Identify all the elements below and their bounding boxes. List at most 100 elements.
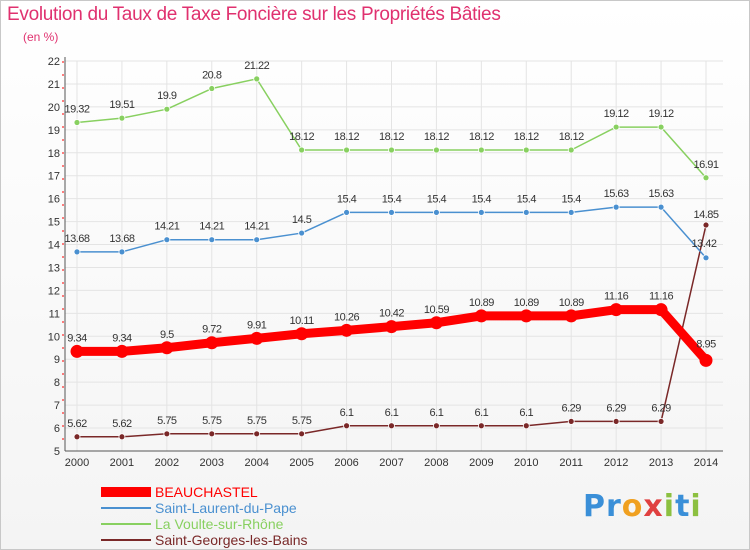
data-label: 10.42 bbox=[379, 308, 404, 320]
data-label: 15.4 bbox=[472, 193, 492, 205]
y-tick-label: 9 bbox=[54, 354, 60, 366]
data-point bbox=[388, 146, 395, 154]
data-label: 11.16 bbox=[649, 291, 674, 303]
data-point bbox=[702, 174, 710, 182]
y-tick-label: 16 bbox=[48, 194, 60, 206]
data-label: 19.12 bbox=[604, 108, 629, 120]
data-label: 13.68 bbox=[109, 233, 134, 245]
x-tick-label: 2013 bbox=[649, 457, 673, 469]
data-label: 18.12 bbox=[469, 131, 494, 143]
logo-letter: P bbox=[583, 489, 606, 524]
data-label: 5.75 bbox=[292, 415, 312, 427]
data-label: 15.4 bbox=[562, 193, 582, 205]
x-tick-label: 2004 bbox=[244, 457, 268, 469]
data-point bbox=[429, 316, 443, 330]
logo-letter: o bbox=[621, 489, 644, 524]
data-point bbox=[208, 236, 216, 244]
x-tick-label: 2009 bbox=[469, 457, 493, 469]
x-tick-label: 2005 bbox=[289, 457, 313, 469]
data-label: 5.62 bbox=[112, 418, 132, 430]
data-label: 6.1 bbox=[340, 407, 354, 419]
data-label: 6.29 bbox=[562, 402, 582, 414]
y-tick-label: 5 bbox=[54, 446, 60, 458]
data-label: 15.4 bbox=[427, 193, 447, 205]
data-point bbox=[73, 119, 81, 126]
data-point bbox=[567, 209, 575, 216]
data-label: 5.62 bbox=[67, 418, 87, 430]
y-tick-label: 8 bbox=[54, 377, 60, 389]
data-point bbox=[253, 430, 261, 438]
data-point bbox=[343, 146, 350, 154]
data-label: 14.21 bbox=[199, 221, 224, 233]
data-point bbox=[343, 422, 350, 430]
data-point bbox=[298, 430, 306, 438]
y-tick-label: 11 bbox=[49, 308, 60, 320]
data-point bbox=[567, 418, 575, 425]
data-point bbox=[343, 209, 350, 216]
data-label: 10.11 bbox=[290, 315, 315, 327]
data-point bbox=[115, 344, 129, 358]
data-label: 10.89 bbox=[514, 297, 539, 309]
proxiti-logo: Proxiti bbox=[583, 489, 702, 524]
data-label: 15.4 bbox=[517, 193, 537, 205]
data-label: 15.63 bbox=[604, 188, 629, 200]
data-point bbox=[612, 203, 620, 211]
data-point bbox=[298, 146, 306, 154]
data-point bbox=[388, 209, 395, 216]
data-point bbox=[295, 327, 309, 341]
data-label: 9.5 bbox=[160, 329, 174, 341]
data-label: 5.75 bbox=[247, 415, 267, 427]
data-point bbox=[73, 433, 81, 441]
y-tick-label: 7 bbox=[54, 400, 60, 412]
axis-layer: 5 6 7 8 9 10 11 12 13 14 15 16 17 18 19 20 21 22 2000 2001 2… bbox=[48, 56, 723, 469]
data-label: 18.12 bbox=[334, 131, 359, 143]
x-tick-label: 2002 bbox=[155, 457, 179, 469]
legend-label-0: BEAUCHASTEL bbox=[155, 484, 258, 500]
legend-label-1: Saint-Laurent-du-Pape bbox=[155, 500, 297, 516]
series-layer: 9.34 9.34 9.5 9.72 9.91 10.11 10.26 10.42 10.59 1… bbox=[64, 60, 719, 441]
x-tick-label: 2003 bbox=[200, 457, 224, 469]
x-tick-label: 2008 bbox=[424, 457, 448, 469]
data-label: 18.12 bbox=[289, 131, 314, 143]
data-label: 16.91 bbox=[693, 159, 718, 171]
data-label: 9.34 bbox=[112, 332, 132, 344]
data-label: 15.63 bbox=[649, 188, 674, 200]
x-tick-label: 2012 bbox=[604, 457, 628, 469]
data-label: 20.8 bbox=[202, 70, 222, 82]
data-point bbox=[160, 341, 174, 355]
data-label: 15.4 bbox=[337, 193, 357, 205]
chart-title: Evolution du Taux de Taxe Foncière sur l… bbox=[7, 4, 501, 25]
x-tick-label: 2011 bbox=[559, 457, 583, 469]
data-point bbox=[657, 123, 665, 131]
y-tick-label: 15 bbox=[48, 217, 60, 229]
x-tick-label: 2006 bbox=[334, 457, 358, 469]
data-point bbox=[163, 236, 171, 244]
y-tick-label: 19 bbox=[48, 125, 60, 137]
data-label: 15.4 bbox=[382, 193, 402, 205]
data-label: 9.91 bbox=[247, 319, 267, 331]
data-point bbox=[70, 344, 84, 358]
data-point bbox=[564, 309, 578, 323]
data-point bbox=[522, 146, 530, 154]
data-point bbox=[253, 236, 261, 244]
logo-letter: i bbox=[690, 489, 702, 524]
data-point bbox=[477, 146, 485, 154]
data-label: 11.16 bbox=[604, 291, 629, 303]
data-label: 19.9 bbox=[157, 90, 177, 102]
data-point bbox=[519, 309, 533, 323]
data-label: 5.75 bbox=[202, 415, 222, 427]
data-point bbox=[163, 105, 171, 113]
data-label: 10.89 bbox=[469, 297, 494, 309]
data-point bbox=[163, 430, 171, 438]
data-label: 5.75 bbox=[157, 415, 177, 427]
data-point bbox=[208, 430, 216, 438]
data-point bbox=[433, 422, 440, 430]
y-tick-label: 14 bbox=[48, 240, 60, 252]
y-tick-label: 18 bbox=[48, 148, 60, 160]
legend-label-2: La Voulte-sur-Rhône bbox=[155, 516, 284, 532]
data-point bbox=[433, 209, 440, 216]
logo-letter: x bbox=[643, 489, 664, 524]
